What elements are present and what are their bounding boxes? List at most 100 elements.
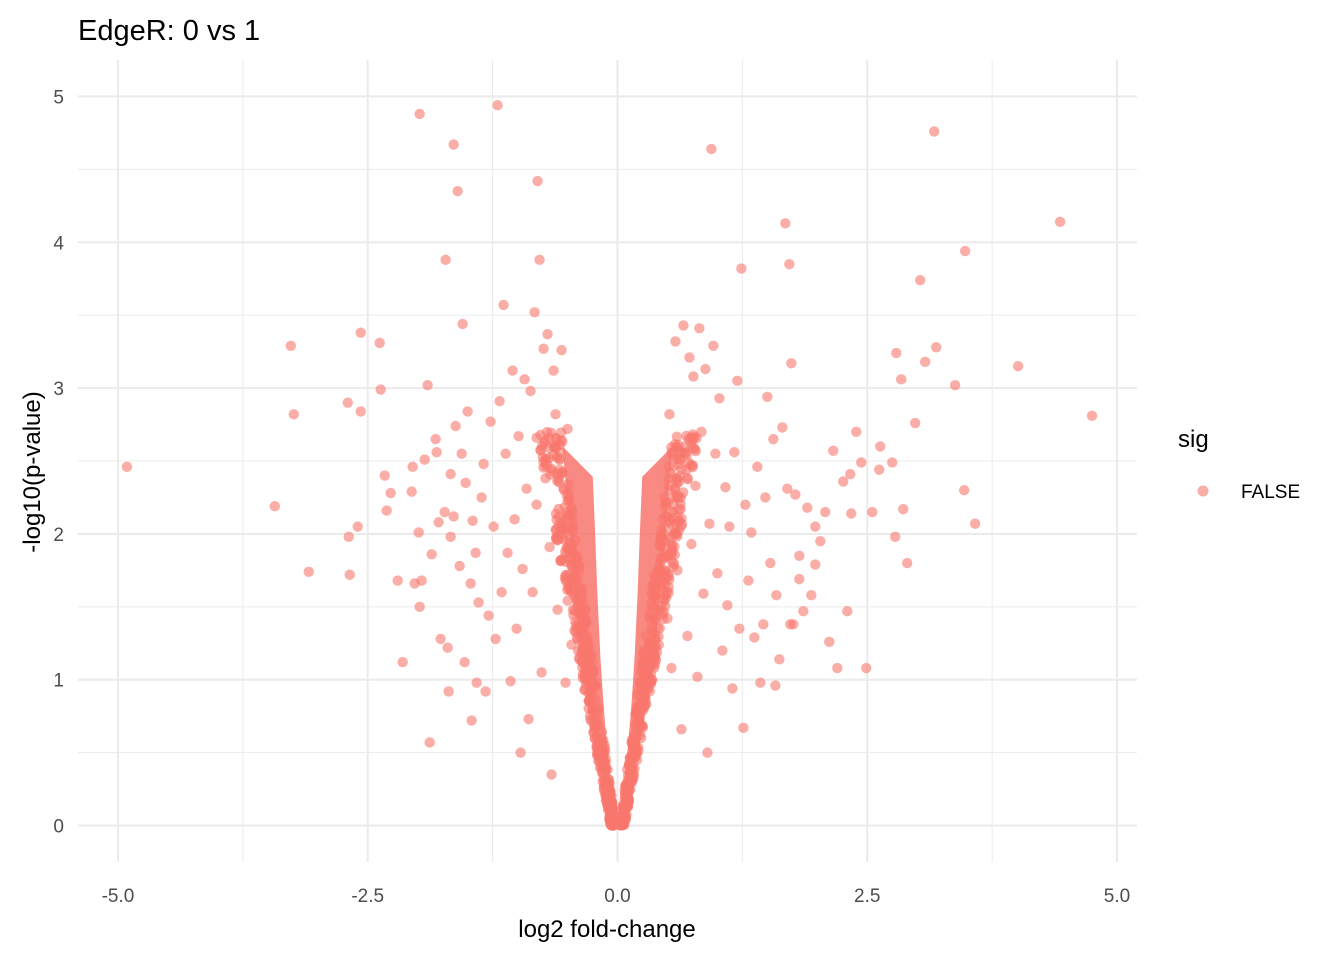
data-point <box>732 375 743 386</box>
data-point <box>563 493 575 504</box>
data-point <box>419 454 430 465</box>
data-point <box>544 541 555 553</box>
data-point <box>580 678 592 690</box>
data-point <box>562 595 573 606</box>
data-point <box>672 477 683 489</box>
data-point <box>490 633 501 645</box>
data-point <box>606 813 617 824</box>
data-point <box>485 416 496 427</box>
data-point <box>431 447 442 458</box>
data-point <box>688 371 699 382</box>
data-point <box>556 344 567 356</box>
data-point <box>595 750 607 762</box>
data-point <box>959 245 971 257</box>
data-point <box>303 566 314 578</box>
data-point <box>521 483 532 494</box>
data-point <box>550 432 561 444</box>
data-point <box>529 307 540 318</box>
y-tick-label: 1 <box>53 671 64 692</box>
data-point <box>448 511 459 522</box>
data-point <box>343 531 354 543</box>
data-point <box>810 559 821 570</box>
data-point <box>407 461 418 473</box>
data-point <box>861 662 872 674</box>
data-point <box>569 625 580 636</box>
data-point <box>706 143 717 155</box>
data-point <box>560 677 571 688</box>
data-point <box>806 589 817 601</box>
data-point <box>462 406 473 417</box>
data-point <box>534 254 545 265</box>
data-point <box>648 587 660 598</box>
data-point <box>838 476 849 487</box>
data-point <box>949 379 961 391</box>
data-point <box>581 646 592 657</box>
data-point <box>579 617 590 628</box>
data-point <box>790 489 801 500</box>
data-point <box>492 100 503 111</box>
data-point <box>782 483 793 494</box>
data-point <box>629 740 640 751</box>
data-point <box>552 604 563 615</box>
data-point <box>646 640 658 652</box>
data-point <box>774 654 785 665</box>
grid <box>78 60 1137 862</box>
data-point <box>652 564 664 575</box>
y-tick-label: 0 <box>53 817 64 838</box>
data-point <box>374 337 385 349</box>
data-point <box>527 587 538 598</box>
data-point <box>637 648 649 659</box>
data-point <box>727 683 738 694</box>
data-point <box>554 453 565 464</box>
data-point <box>629 730 640 741</box>
x-tick-label: -2.5 <box>351 886 384 907</box>
data-point <box>704 518 715 529</box>
data-point <box>467 515 478 526</box>
data-point <box>887 457 898 468</box>
data-point <box>426 549 437 560</box>
data-point <box>696 426 707 438</box>
data-point <box>525 385 536 397</box>
data-point <box>536 667 547 678</box>
data-point <box>445 468 456 480</box>
data-point <box>355 406 366 417</box>
data-point <box>375 384 386 395</box>
data-point <box>890 531 901 543</box>
data-point <box>626 764 638 775</box>
data-point <box>456 448 467 459</box>
data-point <box>414 108 425 120</box>
data-point <box>550 524 562 535</box>
data-point <box>664 409 675 420</box>
data-point <box>681 464 692 475</box>
data-point <box>678 320 689 331</box>
data-point <box>700 363 711 375</box>
data-point <box>558 528 569 540</box>
data-point <box>702 747 713 758</box>
data-point <box>669 439 681 450</box>
data-point <box>355 327 366 338</box>
data-point <box>798 605 809 617</box>
data-point <box>785 619 796 630</box>
data-point <box>392 575 403 586</box>
data-point <box>476 492 487 503</box>
data-point <box>598 774 609 785</box>
data-point <box>646 598 657 609</box>
data-point <box>478 458 489 470</box>
data-point <box>891 347 902 359</box>
data-point <box>542 328 553 340</box>
data-point <box>714 393 725 404</box>
data-point <box>824 636 835 648</box>
data-point <box>842 605 853 617</box>
data-point <box>694 323 705 334</box>
data-point <box>416 575 427 586</box>
data-point <box>656 581 667 592</box>
data-point <box>488 521 499 532</box>
data-point <box>736 263 747 274</box>
data-point <box>577 634 588 645</box>
data-point <box>815 536 826 547</box>
x-tick-label: 2.5 <box>854 886 880 907</box>
data-point <box>538 457 549 468</box>
data-point <box>397 657 408 668</box>
data-point <box>550 409 561 420</box>
data-point <box>828 445 839 456</box>
